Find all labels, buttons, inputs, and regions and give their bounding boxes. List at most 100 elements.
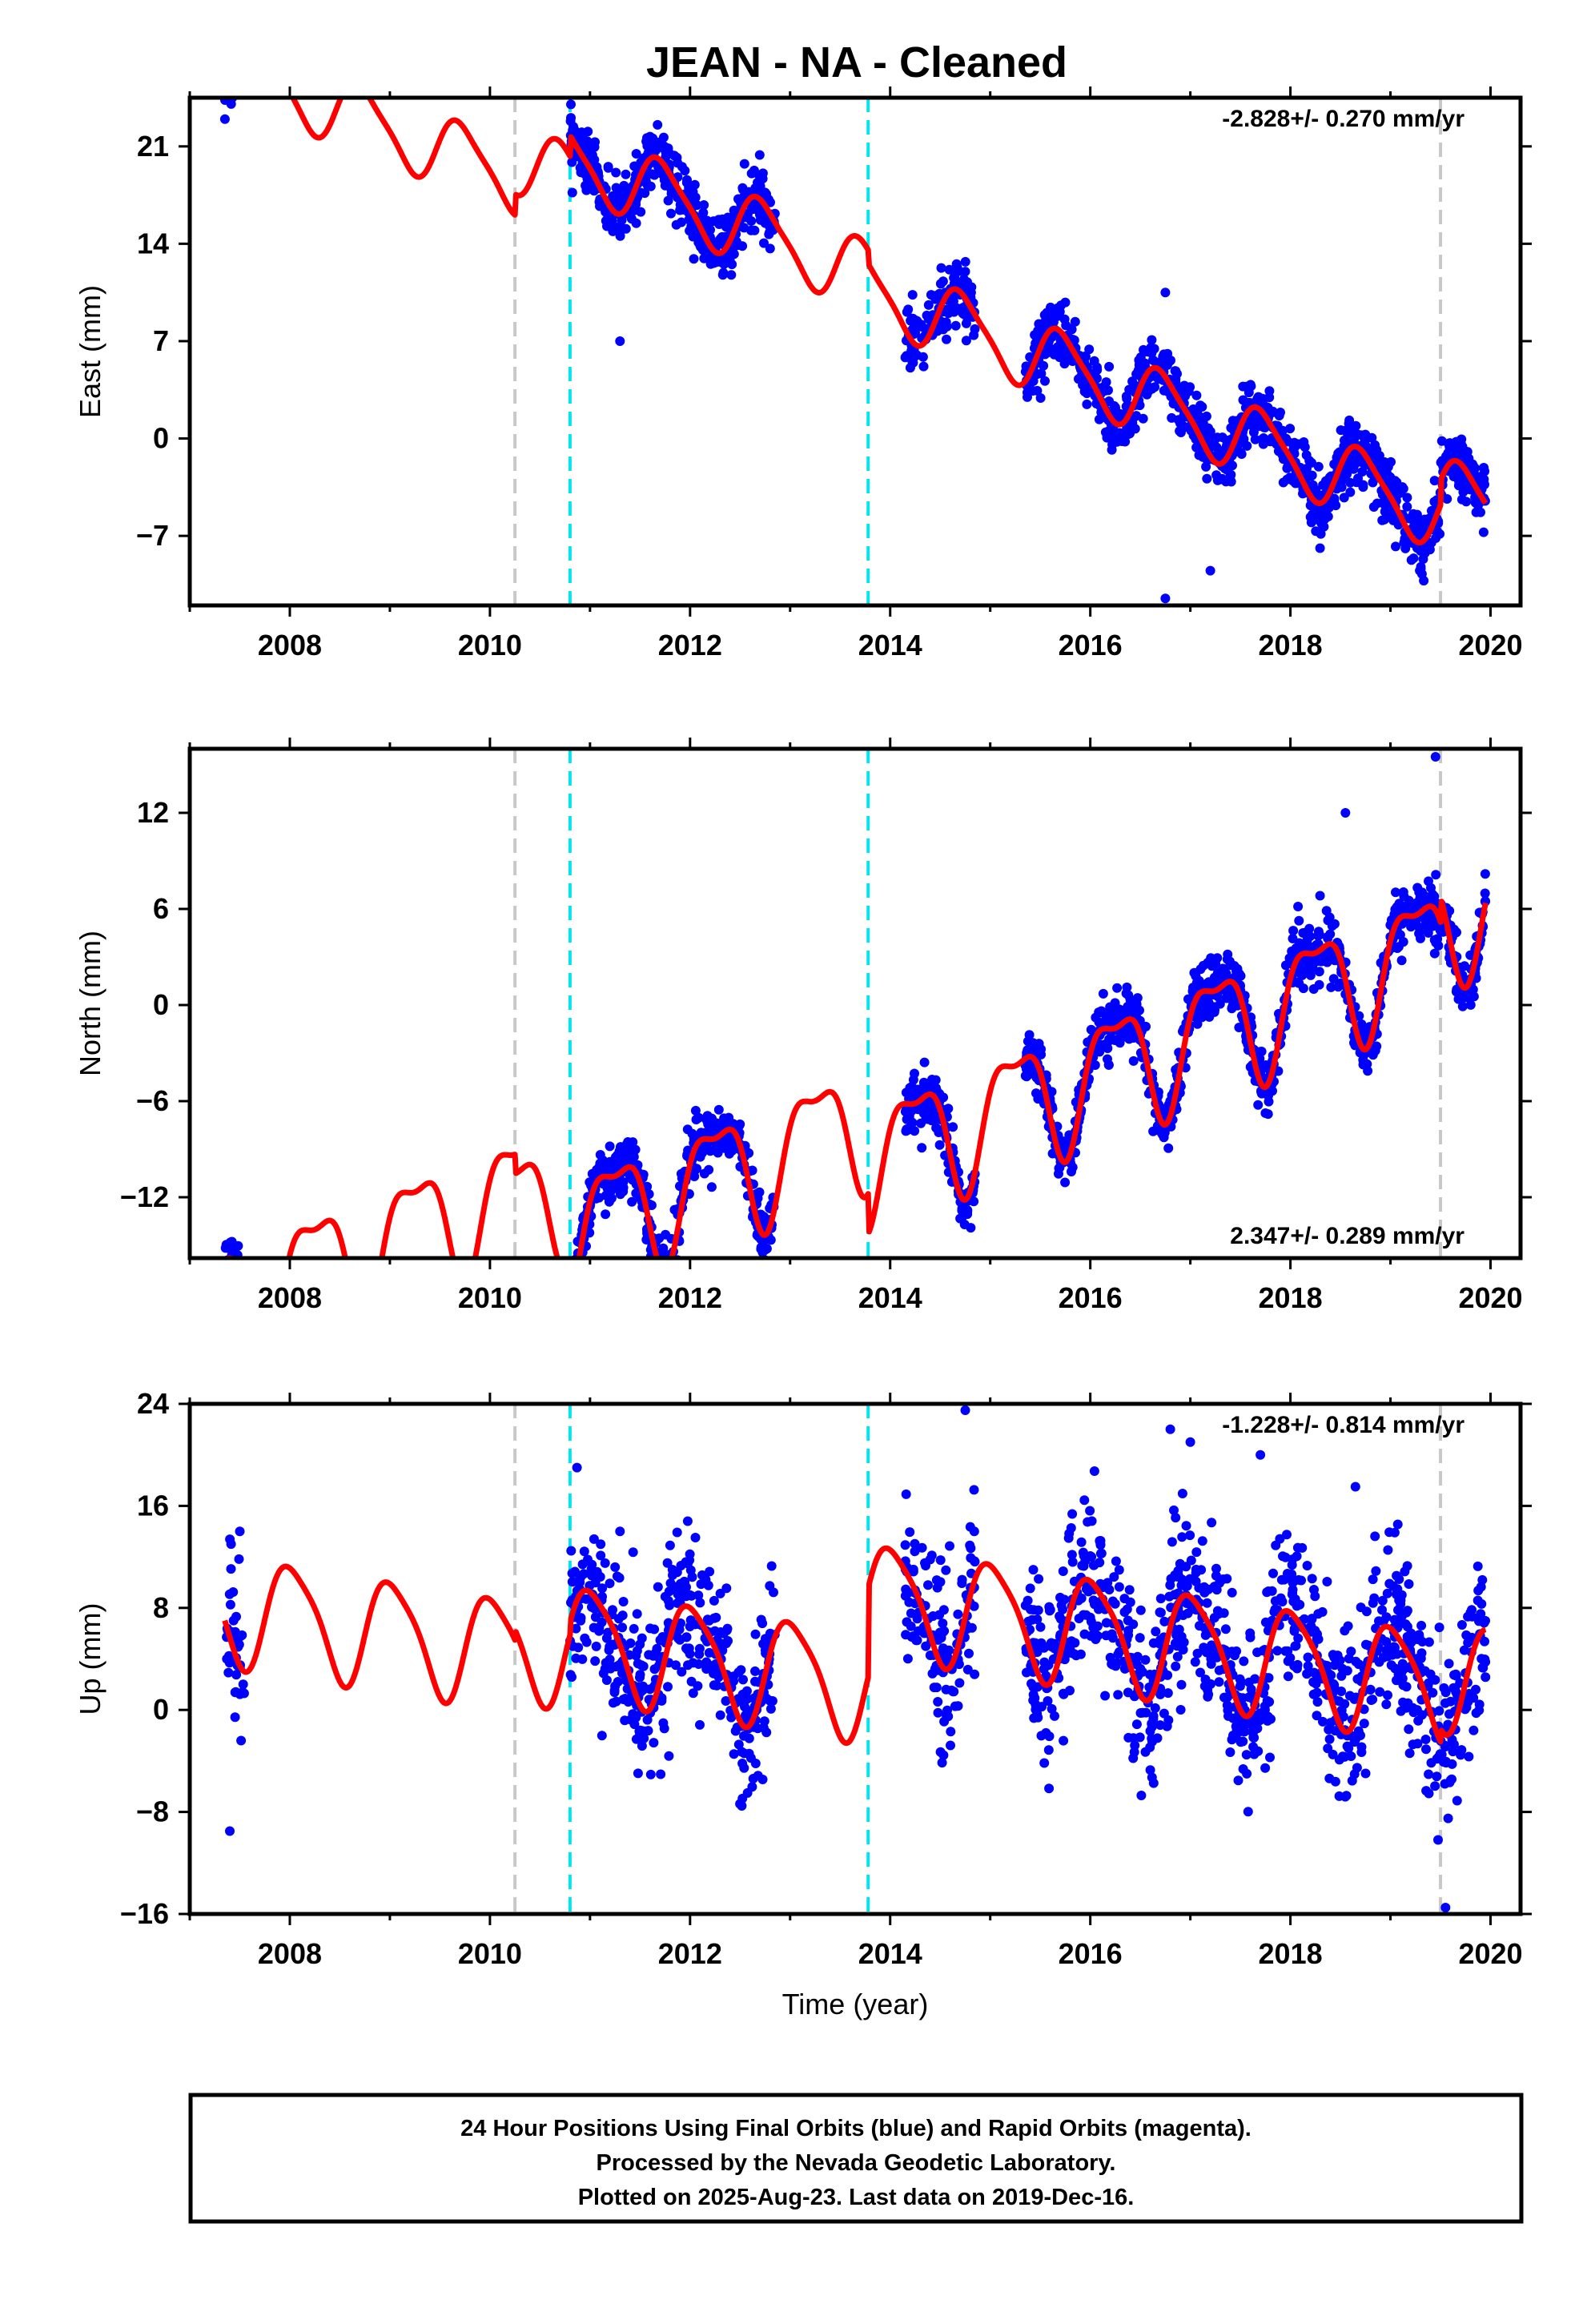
up-data-point xyxy=(925,1651,935,1660)
up-data-point xyxy=(665,1578,676,1588)
east-data-point xyxy=(677,217,686,227)
east-data-point xyxy=(677,162,687,172)
east-data-point xyxy=(1035,393,1046,403)
up-data-point xyxy=(1265,1752,1275,1763)
east-data-point xyxy=(1191,390,1202,400)
east-data-point xyxy=(615,231,625,241)
up-data-point xyxy=(769,1587,778,1598)
up-data-point xyxy=(1312,1711,1322,1721)
up-data-point xyxy=(662,1558,673,1568)
east-data-point xyxy=(918,361,929,372)
east-data-point xyxy=(577,134,587,144)
up-data-point xyxy=(576,1615,586,1626)
north-data-point xyxy=(931,1123,942,1133)
east-x-tick-label: 2012 xyxy=(658,629,722,661)
east-data-point xyxy=(631,218,641,228)
north-data-point xyxy=(601,1209,611,1220)
up-data-point xyxy=(1171,1513,1181,1523)
up-data-point xyxy=(733,1739,744,1750)
east-data-point xyxy=(1138,413,1148,424)
up-data-point xyxy=(1460,1704,1470,1715)
up-data-point xyxy=(927,1668,938,1679)
north-y-tick-label: −12 xyxy=(120,1180,169,1213)
up-data-point xyxy=(721,1638,732,1649)
up-data-point xyxy=(1192,1648,1203,1659)
north-data-point xyxy=(1112,983,1123,993)
north-data-point xyxy=(1115,1038,1125,1048)
north-data-point xyxy=(227,1236,237,1247)
up-data-point xyxy=(1087,1552,1097,1562)
north-data-point xyxy=(702,1111,713,1121)
north-data-point xyxy=(1323,933,1333,943)
east-data-point xyxy=(1245,380,1256,390)
up-data-point xyxy=(1079,1561,1089,1571)
up-data-point xyxy=(1404,1579,1414,1589)
east-data-point xyxy=(754,150,765,160)
up-data-point xyxy=(1063,1533,1074,1543)
north-data-point xyxy=(757,1247,768,1257)
north-data-point xyxy=(1452,984,1462,995)
up-data-point xyxy=(629,1719,640,1730)
up-data-point xyxy=(1404,1724,1414,1735)
up-data-point xyxy=(1114,1582,1124,1592)
east-data-point xyxy=(645,181,656,191)
up-data-point xyxy=(587,1570,597,1581)
north-data-point xyxy=(719,1113,729,1124)
north-data-point xyxy=(1194,1009,1204,1019)
east-data-point xyxy=(646,169,657,179)
up-data-point xyxy=(637,1726,647,1736)
up-data-point xyxy=(1039,1657,1050,1667)
north-data-point xyxy=(689,1172,700,1181)
east-data-point xyxy=(663,195,673,206)
up-data-point xyxy=(659,1723,669,1734)
east-data-point xyxy=(1219,464,1230,474)
north-data-point xyxy=(1429,948,1440,959)
up-data-point xyxy=(910,1538,920,1549)
up-data-point xyxy=(964,1648,974,1659)
up-data-point xyxy=(901,1584,911,1594)
up-data-point xyxy=(1085,1506,1095,1516)
north-outlier-point xyxy=(1430,752,1440,762)
up-data-point xyxy=(1238,1736,1248,1747)
up-data-point xyxy=(1249,1749,1260,1759)
east-data-point xyxy=(709,216,719,227)
east-data-point xyxy=(1178,420,1188,431)
up-data-point xyxy=(1031,1638,1040,1648)
up-data-point xyxy=(1169,1505,1179,1515)
east-data-point xyxy=(1302,464,1312,473)
east-data-point xyxy=(1342,463,1352,473)
up-data-point xyxy=(946,1740,955,1751)
up-data-point xyxy=(656,1769,666,1779)
up-data-point xyxy=(655,1635,665,1646)
up-data-point xyxy=(605,1578,615,1589)
up-data-point xyxy=(1344,1743,1354,1753)
east-data-point xyxy=(653,119,663,130)
up-data-point xyxy=(744,1748,754,1759)
east-data-point xyxy=(1476,507,1485,517)
up-data-point xyxy=(1079,1629,1090,1639)
north-x-tick-label: 2014 xyxy=(858,1281,922,1314)
up-data-point xyxy=(613,1614,624,1624)
east-data-point xyxy=(1254,392,1264,403)
north-data-point xyxy=(918,1077,929,1088)
up-data-point xyxy=(633,1768,643,1779)
up-data-point xyxy=(1276,1593,1286,1603)
up-data-point xyxy=(1076,1537,1087,1547)
up-data-point xyxy=(1444,1659,1454,1669)
east-data-point xyxy=(1226,423,1236,433)
up-data-point xyxy=(645,1623,655,1634)
up-data-point xyxy=(1368,1574,1378,1585)
up-data-point xyxy=(1114,1565,1124,1575)
east-data-point xyxy=(1158,352,1168,362)
up-data-point xyxy=(1135,1605,1146,1615)
east-x-tick-label: 2008 xyxy=(258,629,322,661)
up-data-point xyxy=(1302,1669,1312,1679)
north-data-point xyxy=(1123,1027,1133,1037)
up-data-point xyxy=(937,1758,947,1768)
up-data-point xyxy=(225,1534,235,1545)
up-data-point xyxy=(1159,1616,1170,1626)
north-data-point xyxy=(1103,1043,1113,1053)
up-data-point xyxy=(688,1688,698,1699)
up-data-point xyxy=(622,1683,633,1694)
